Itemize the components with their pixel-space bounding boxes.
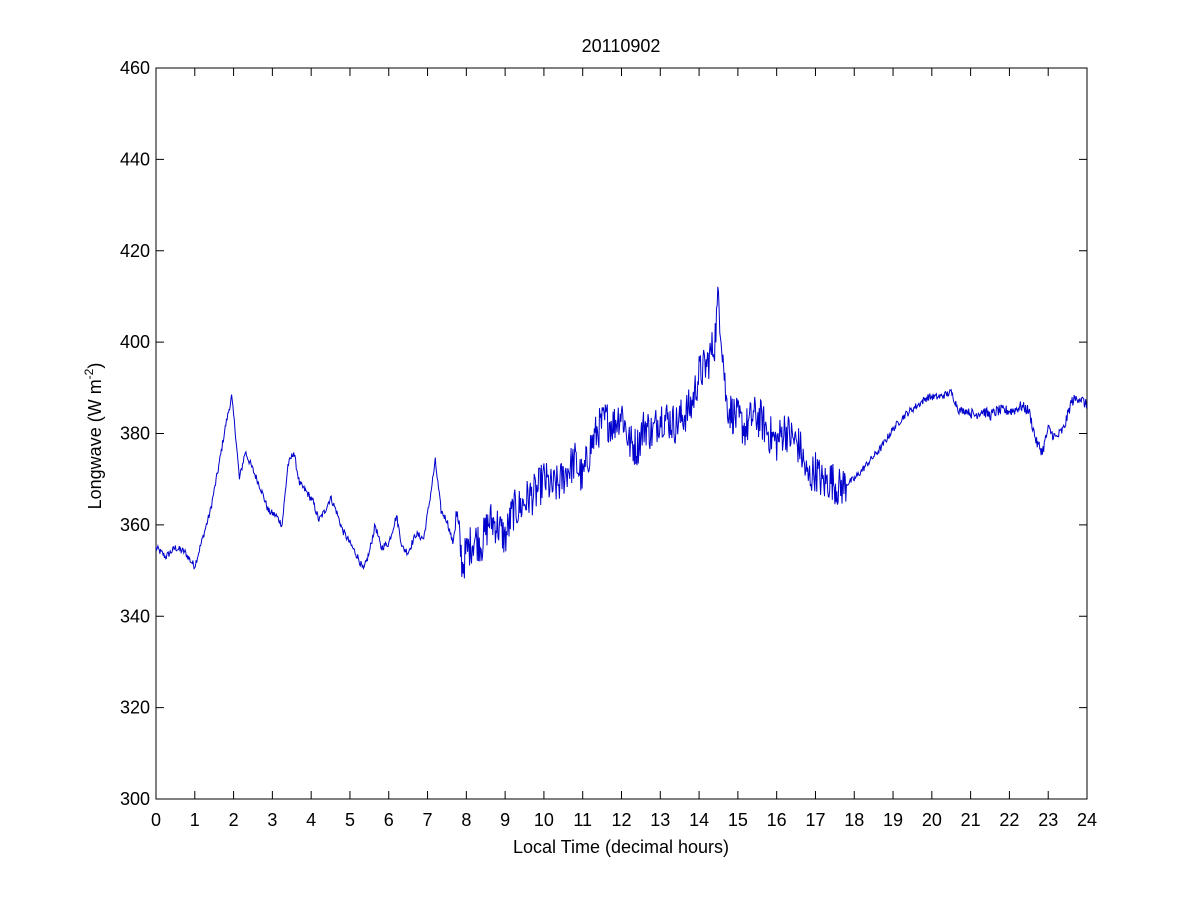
x-tick-label: 24 [1077,810,1097,830]
x-tick-label: 2 [229,810,239,830]
y-tick-label: 380 [120,424,150,444]
longwave-series-line [155,286,1088,579]
y-tick-label: 320 [120,698,150,718]
x-tick-label: 23 [1038,810,1058,830]
y-tick-label: 300 [120,789,150,809]
y-tick-label: 440 [120,149,150,169]
chart-title: 20110902 [582,36,661,56]
y-tick-label: 360 [120,515,150,535]
x-axis-label: Local Time (decimal hours) [513,837,729,857]
x-tick-label: 6 [384,810,394,830]
y-axis-label: Longwave (W m-2) [82,363,105,510]
x-tick-label: 7 [423,810,433,830]
y-tick-label: 400 [120,332,150,352]
x-tick-label: 14 [689,810,709,830]
x-tick-label: 15 [728,810,748,830]
y-tick-label: 460 [120,58,150,78]
y-tick-label: 420 [120,241,150,261]
x-tick-label: 16 [767,810,787,830]
x-tick-label: 13 [650,810,670,830]
x-tick-label: 18 [844,810,864,830]
x-tick-label: 5 [345,810,355,830]
x-tick-label: 22 [999,810,1019,830]
x-tick-label: 11 [573,810,592,830]
plot-area-frame [155,67,1088,800]
x-tick-label: 8 [461,810,471,830]
x-tick-label: 20 [922,810,942,830]
x-tick-label: 12 [611,810,631,830]
x-tick-label: 19 [883,810,903,830]
x-tick-label: 0 [151,810,161,830]
x-tick-label: 17 [805,810,825,830]
y-tick-label: 340 [120,606,150,626]
x-tick-label: 3 [267,810,277,830]
x-tick-label: 10 [534,810,554,830]
x-tick-label: 21 [961,810,981,830]
x-tick-label: 9 [500,810,510,830]
x-tick-label: 1 [190,810,200,830]
x-tick-label: 4 [306,810,316,830]
